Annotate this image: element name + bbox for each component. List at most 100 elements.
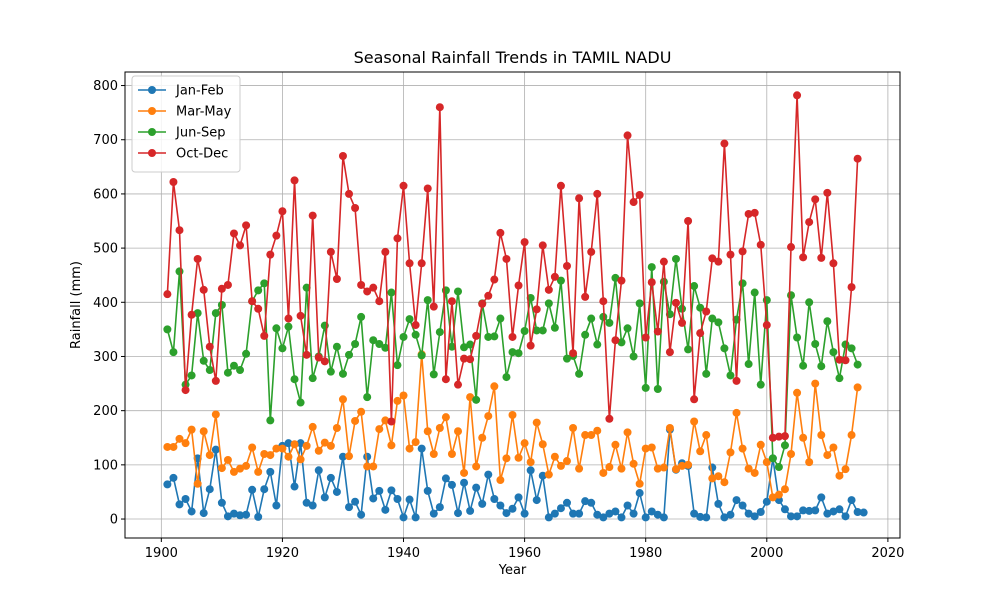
data-point-oct-dec [787, 243, 796, 252]
data-point-jun-sep [175, 267, 184, 276]
data-point-jan-feb [175, 500, 184, 509]
data-point-jun-sep [466, 340, 475, 349]
legend-marker-jan-feb [148, 86, 156, 94]
data-point-mar-may [278, 444, 287, 453]
data-point-mar-may [599, 468, 608, 477]
data-point-jan-feb [229, 509, 238, 518]
data-point-mar-may [387, 441, 396, 450]
data-point-jan-feb [345, 503, 354, 512]
data-point-jan-feb [653, 510, 662, 519]
data-point-jan-feb [841, 512, 850, 521]
data-point-jun-sep [532, 326, 541, 335]
data-point-oct-dec [817, 253, 826, 262]
data-point-mar-may [351, 416, 360, 425]
data-point-jun-sep [562, 354, 571, 363]
data-point-oct-dec [714, 257, 723, 266]
data-point-jun-sep [411, 330, 420, 339]
data-point-mar-may [411, 438, 420, 447]
data-point-jan-feb [750, 512, 759, 521]
data-point-oct-dec [611, 336, 620, 345]
data-point-jan-feb [714, 499, 723, 508]
data-point-mar-may [393, 396, 402, 405]
data-point-jun-sep [599, 312, 608, 321]
data-point-jan-feb [314, 466, 323, 475]
data-point-oct-dec [690, 395, 699, 404]
data-point-mar-may [508, 411, 517, 419]
data-point-jun-sep [363, 393, 372, 402]
data-point-oct-dec [684, 217, 693, 226]
data-point-jun-sep [671, 254, 680, 263]
data-point-jun-sep [550, 323, 559, 332]
data-point-jan-feb [835, 505, 844, 514]
legend-label-jan-feb: Jan-Feb [175, 84, 224, 99]
data-point-mar-may [847, 431, 856, 440]
data-point-jun-sep [236, 366, 245, 375]
data-point-jun-sep [429, 370, 438, 379]
data-point-jan-feb [569, 509, 578, 518]
data-point-mar-may [187, 425, 196, 434]
data-point-jan-feb [260, 485, 269, 494]
data-point-oct-dec [393, 234, 402, 243]
data-point-jun-sep [490, 332, 499, 341]
data-point-mar-may [562, 457, 571, 466]
data-point-jan-feb [575, 509, 584, 518]
data-point-jan-feb [296, 439, 305, 448]
data-point-oct-dec [659, 257, 668, 266]
data-point-mar-may [653, 464, 662, 473]
data-point-jun-sep [593, 340, 602, 349]
data-point-jun-sep [260, 279, 269, 288]
data-point-jun-sep [284, 322, 293, 331]
data-point-jan-feb [708, 463, 717, 472]
data-point-jan-feb [538, 471, 547, 480]
data-point-jun-sep [242, 349, 251, 358]
data-point-oct-dec [532, 305, 541, 314]
x-tick-label: 1900 [145, 546, 178, 561]
data-point-jan-feb [169, 473, 178, 482]
data-point-jan-feb [526, 466, 535, 475]
data-point-oct-dec [575, 194, 584, 203]
data-point-mar-may [375, 425, 384, 434]
data-point-jan-feb [829, 507, 838, 516]
data-point-jan-feb [435, 503, 444, 512]
data-point-jun-sep [678, 304, 687, 313]
data-point-mar-may [684, 460, 693, 469]
data-point-mar-may [490, 382, 499, 391]
data-point-jun-sep [653, 384, 662, 393]
data-point-oct-dec [744, 209, 753, 218]
data-point-jan-feb [520, 509, 529, 518]
legend-marker-mar-may [148, 107, 156, 115]
data-point-oct-dec [696, 329, 705, 338]
data-point-oct-dec [665, 348, 674, 357]
data-point-mar-may [538, 440, 547, 449]
data-point-jun-sep [326, 367, 335, 376]
data-point-jun-sep [447, 342, 456, 351]
data-point-mar-may [835, 471, 844, 480]
data-point-jun-sep [187, 371, 196, 380]
data-point-mar-may [193, 479, 202, 488]
data-point-oct-dec [369, 283, 378, 292]
data-point-mar-may [575, 464, 584, 473]
data-point-mar-may [647, 443, 656, 452]
data-point-oct-dec [647, 278, 656, 287]
data-point-oct-dec [181, 386, 190, 395]
x-tick-label: 2020 [871, 546, 904, 561]
data-point-oct-dec [163, 290, 172, 299]
data-point-oct-dec [351, 204, 360, 213]
data-point-jan-feb [738, 501, 747, 510]
data-point-jan-feb [611, 507, 620, 516]
data-point-mar-may [435, 424, 444, 432]
data-point-jan-feb [466, 506, 475, 515]
data-point-oct-dec [502, 254, 511, 263]
data-point-mar-may [496, 476, 505, 485]
data-point-jan-feb [647, 507, 656, 516]
data-point-jan-feb [478, 499, 487, 508]
data-point-jan-feb [236, 511, 245, 520]
data-point-oct-dec [623, 131, 632, 140]
data-point-oct-dec [175, 226, 184, 235]
data-point-jan-feb [187, 507, 196, 516]
data-point-oct-dec [587, 247, 596, 256]
data-point-jun-sep [587, 314, 596, 323]
data-point-mar-may [750, 468, 759, 477]
data-point-oct-dec [768, 433, 777, 442]
data-point-oct-dec [199, 285, 208, 294]
